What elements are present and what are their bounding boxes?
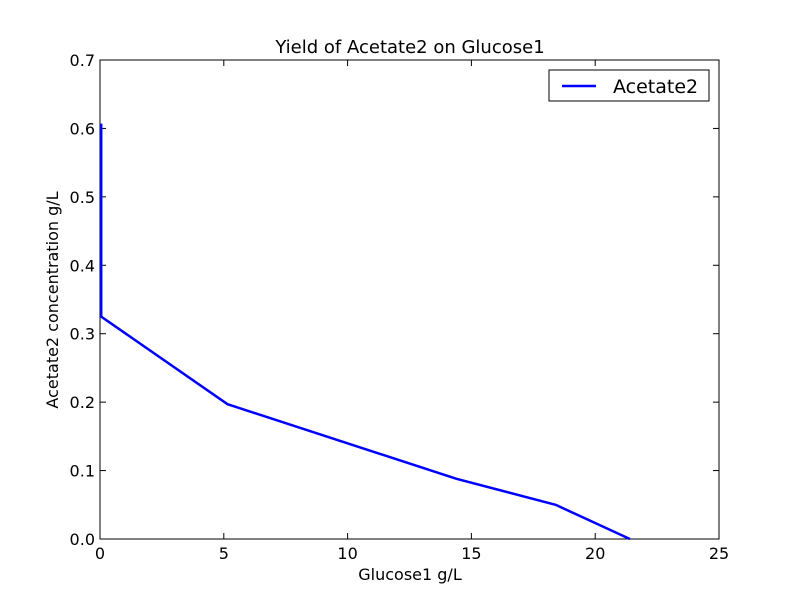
legend: Acetate2 xyxy=(548,69,710,102)
x-tick-label: 25 xyxy=(709,544,729,563)
y-tick-label: 0.5 xyxy=(70,188,95,207)
y-tick-label: 0.7 xyxy=(70,51,95,70)
y-axis: 0.0 0.1 0.2 0.3 0.4 0.5 0.6 0.7 xyxy=(70,51,719,549)
y-tick-label: 0.6 xyxy=(70,119,95,138)
series-line-acetate2 xyxy=(99,123,631,541)
x-tick-label: 10 xyxy=(337,544,357,563)
x-axis: 0 5 10 15 20 25 xyxy=(95,60,729,563)
chart-title: Yield of Acetate2 on Glucose1 xyxy=(274,37,544,58)
y-tick-label: 0.4 xyxy=(70,256,95,275)
y-tick-label: 0.3 xyxy=(70,325,95,344)
y-tick-label: 0.2 xyxy=(70,393,95,412)
x-tick-label: 15 xyxy=(461,544,481,563)
x-tick-label: 0 xyxy=(95,544,105,563)
y-axis-label: Acetate2 concentration g/L xyxy=(43,191,62,408)
x-axis-label: Glucose1 g/L xyxy=(358,565,462,584)
y-tick-label: 0.1 xyxy=(70,462,95,481)
x-tick-label: 20 xyxy=(585,544,605,563)
legend-label-acetate2: Acetate2 xyxy=(613,76,698,98)
x-tick-label: 5 xyxy=(219,544,229,563)
series-layer xyxy=(99,123,631,541)
y-tick-label: 0.0 xyxy=(70,530,95,549)
